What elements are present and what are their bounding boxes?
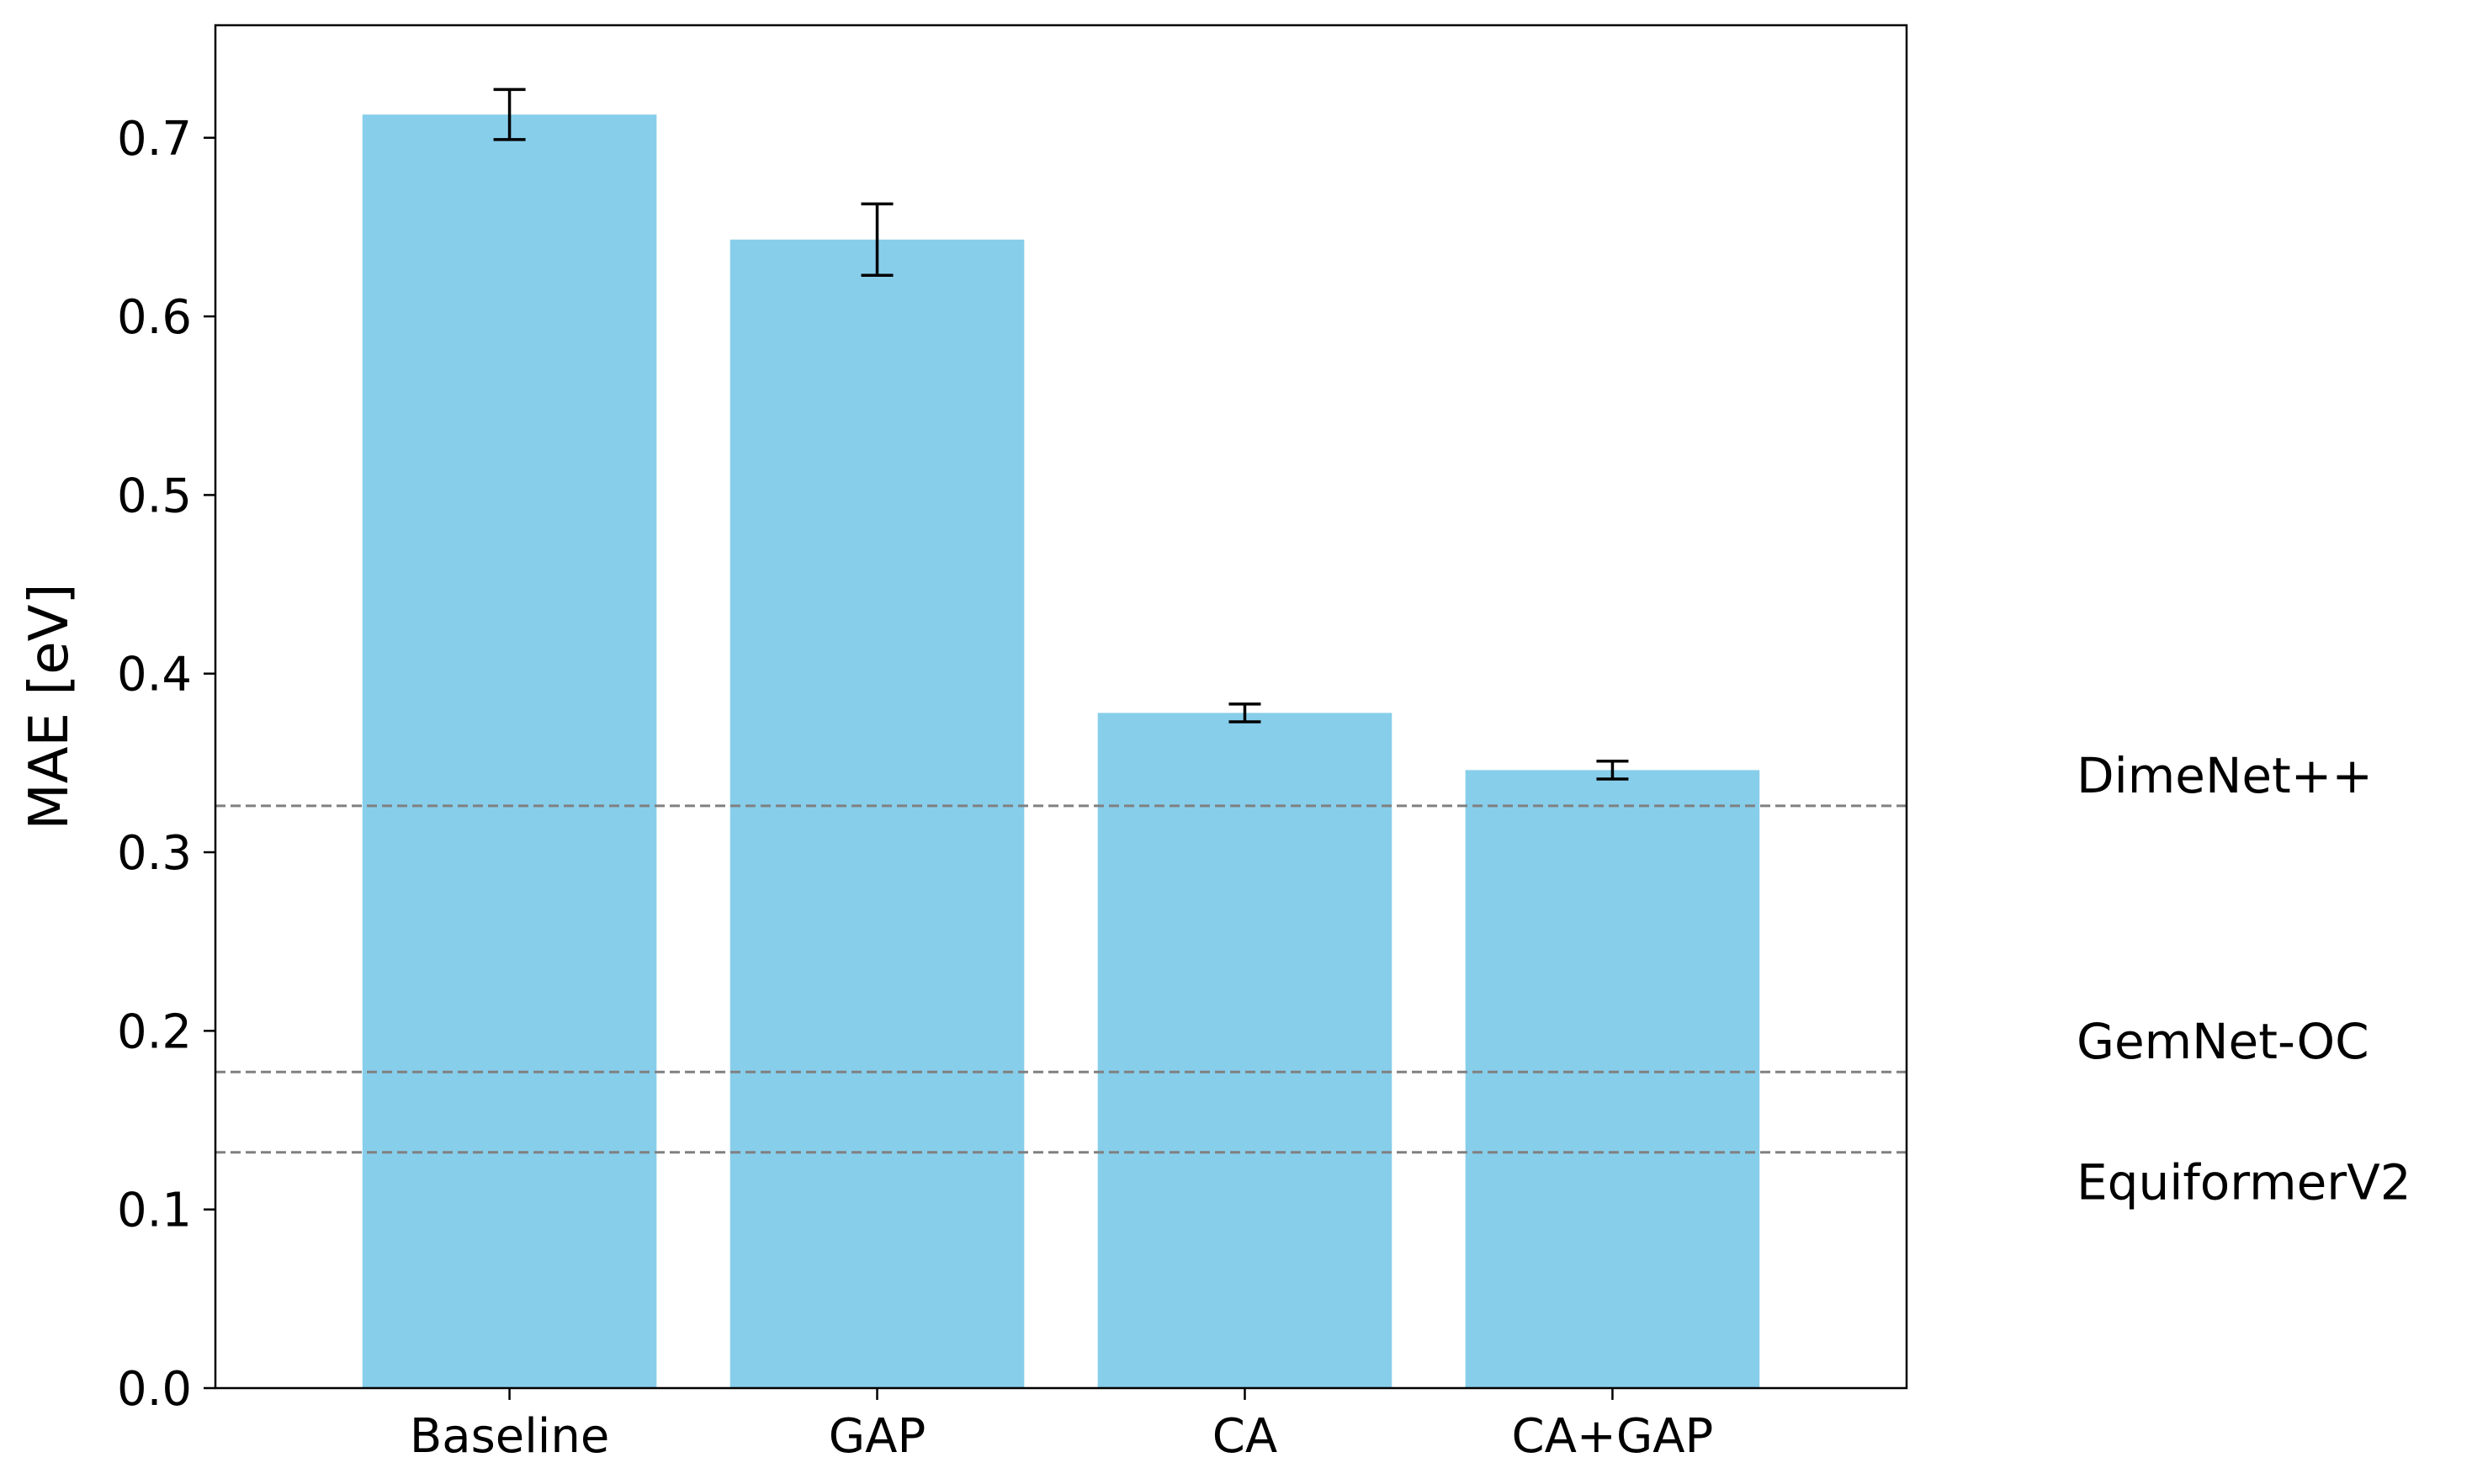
error-bar-ca [1228, 702, 1261, 723]
x-tick-label: CA [1212, 1409, 1277, 1464]
bar-ca-gap [1465, 770, 1760, 1388]
y-tick-label: 0.6 [117, 290, 192, 345]
bar-ca [1097, 713, 1392, 1388]
y-tick-label: 0.5 [117, 469, 192, 523]
x-tick-label: GAP [829, 1409, 926, 1464]
y-axis-label: MAE [eV] [19, 584, 81, 830]
error-bar-baseline [493, 87, 526, 141]
y-tick-label: 0.3 [117, 826, 192, 881]
x-tick-label: Baseline [410, 1409, 609, 1464]
y-tick-label: 0.1 [117, 1184, 192, 1238]
error-bar-gap [861, 202, 894, 277]
axes-frame [214, 24, 1908, 1390]
x-tick-label: CA+GAP [1512, 1409, 1714, 1464]
reference-lines [215, 804, 1907, 1154]
y-tick-label: 0.2 [117, 1004, 192, 1059]
bar-baseline [362, 114, 657, 1388]
y-tick-label: 0.7 [117, 112, 192, 167]
reference-label-gemnet-oc: GemNet-OC [2077, 1013, 2369, 1070]
reference-labels: DimeNet++ GemNet-OC EquiformerV2 [2077, 747, 2411, 1211]
reference-label-dimenet-: DimeNet++ [2077, 747, 2373, 804]
x-axis-ticks: Baseline GAP CA CA+GAP [410, 1388, 1713, 1464]
bar-gap [729, 239, 1025, 1389]
y-tick-label: 0.4 [117, 648, 192, 702]
error-bar-ca-gap [1596, 760, 1629, 781]
error-bars [493, 87, 1629, 781]
y-tick-label: 0.0 [117, 1362, 192, 1417]
bars [362, 114, 1760, 1389]
y-axis-ticks: 0.0 0.1 0.2 0.3 0.4 0.5 0.6 0.7 [117, 112, 215, 1417]
reference-label-equiformerv2: EquiformerV2 [2077, 1154, 2411, 1211]
